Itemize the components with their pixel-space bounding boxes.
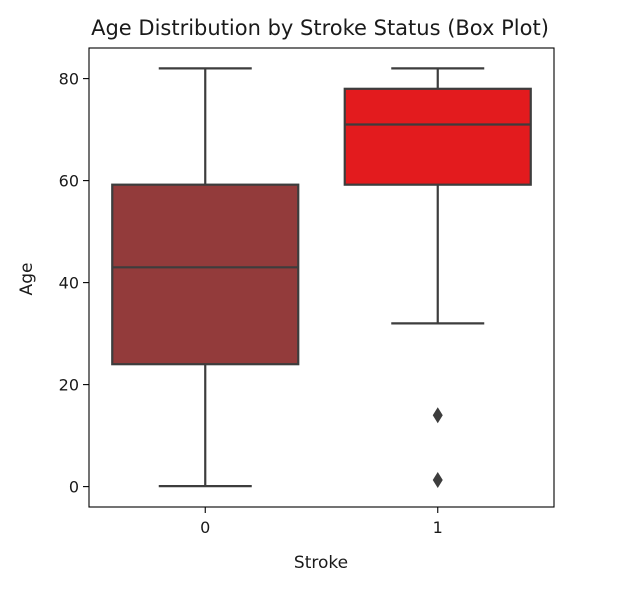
chart-title: Age Distribution by Stroke Status (Box P… <box>91 16 549 40</box>
box-iqr <box>111 183 300 366</box>
y-tick-label: 40 <box>59 274 79 293</box>
box-group-0 <box>111 67 300 488</box>
plot-frame <box>88 47 555 508</box>
outlier-point <box>432 407 443 424</box>
y-axis: 0 20 40 60 80 <box>59 70 89 497</box>
outlier-point <box>432 471 443 488</box>
x-axis-label: Stroke <box>294 553 348 573</box>
y-tick-label: 20 <box>59 376 79 395</box>
box-iqr <box>343 87 532 186</box>
y-tick-label: 60 <box>59 172 79 191</box>
plot-area <box>111 67 532 488</box>
y-tick-label: 80 <box>59 70 79 89</box>
x-tick-label: 0 <box>200 518 210 537</box>
x-tick-label: 1 <box>433 518 443 537</box>
box-group-1 <box>343 67 532 488</box>
y-axis-label: Age <box>17 263 37 296</box>
y-tick-label: 0 <box>69 478 79 497</box>
